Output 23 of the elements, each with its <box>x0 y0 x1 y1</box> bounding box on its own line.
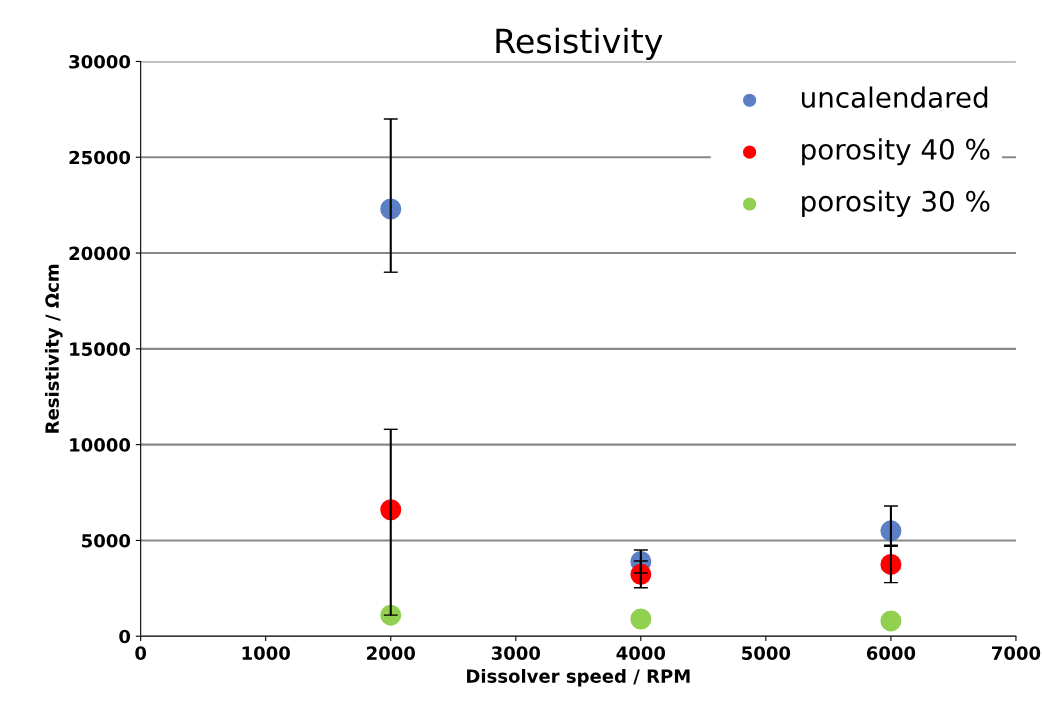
y-tick-label: 20000 <box>69 246 131 261</box>
point <box>880 610 902 632</box>
legend-label: uncalendared <box>801 86 988 108</box>
x-axis-title: Dissolver speed / RPM <box>467 668 690 687</box>
x-tick-label: 1000 <box>242 646 290 660</box>
x-tick-label: 3000 <box>491 646 541 660</box>
y-axis-title: Resistivity / Ωcm <box>44 264 63 433</box>
x-tick-label: 5000 <box>742 646 791 660</box>
y-tick-label: 10000 <box>70 438 131 452</box>
chart-title: Resistivity <box>496 27 663 61</box>
y-tick-label: 5000 <box>82 533 131 548</box>
x-tick-label: 6000 <box>866 646 916 660</box>
x-tick-label: 2000 <box>367 646 416 660</box>
y-tick-label: 15000 <box>70 342 131 356</box>
x-tick-label: 4000 <box>616 646 666 660</box>
legend-label: porosity 30 % <box>802 190 990 218</box>
y-tick-label: 30000 <box>69 54 131 69</box>
y-tick-label: 0 <box>119 629 131 644</box>
x-tick-label: 7000 <box>992 646 1041 660</box>
legend-label: porosity 40 % <box>802 138 990 166</box>
point <box>630 608 652 630</box>
x-tick-label: 0 <box>135 646 147 660</box>
y-tick-label: 25000 <box>69 150 131 165</box>
